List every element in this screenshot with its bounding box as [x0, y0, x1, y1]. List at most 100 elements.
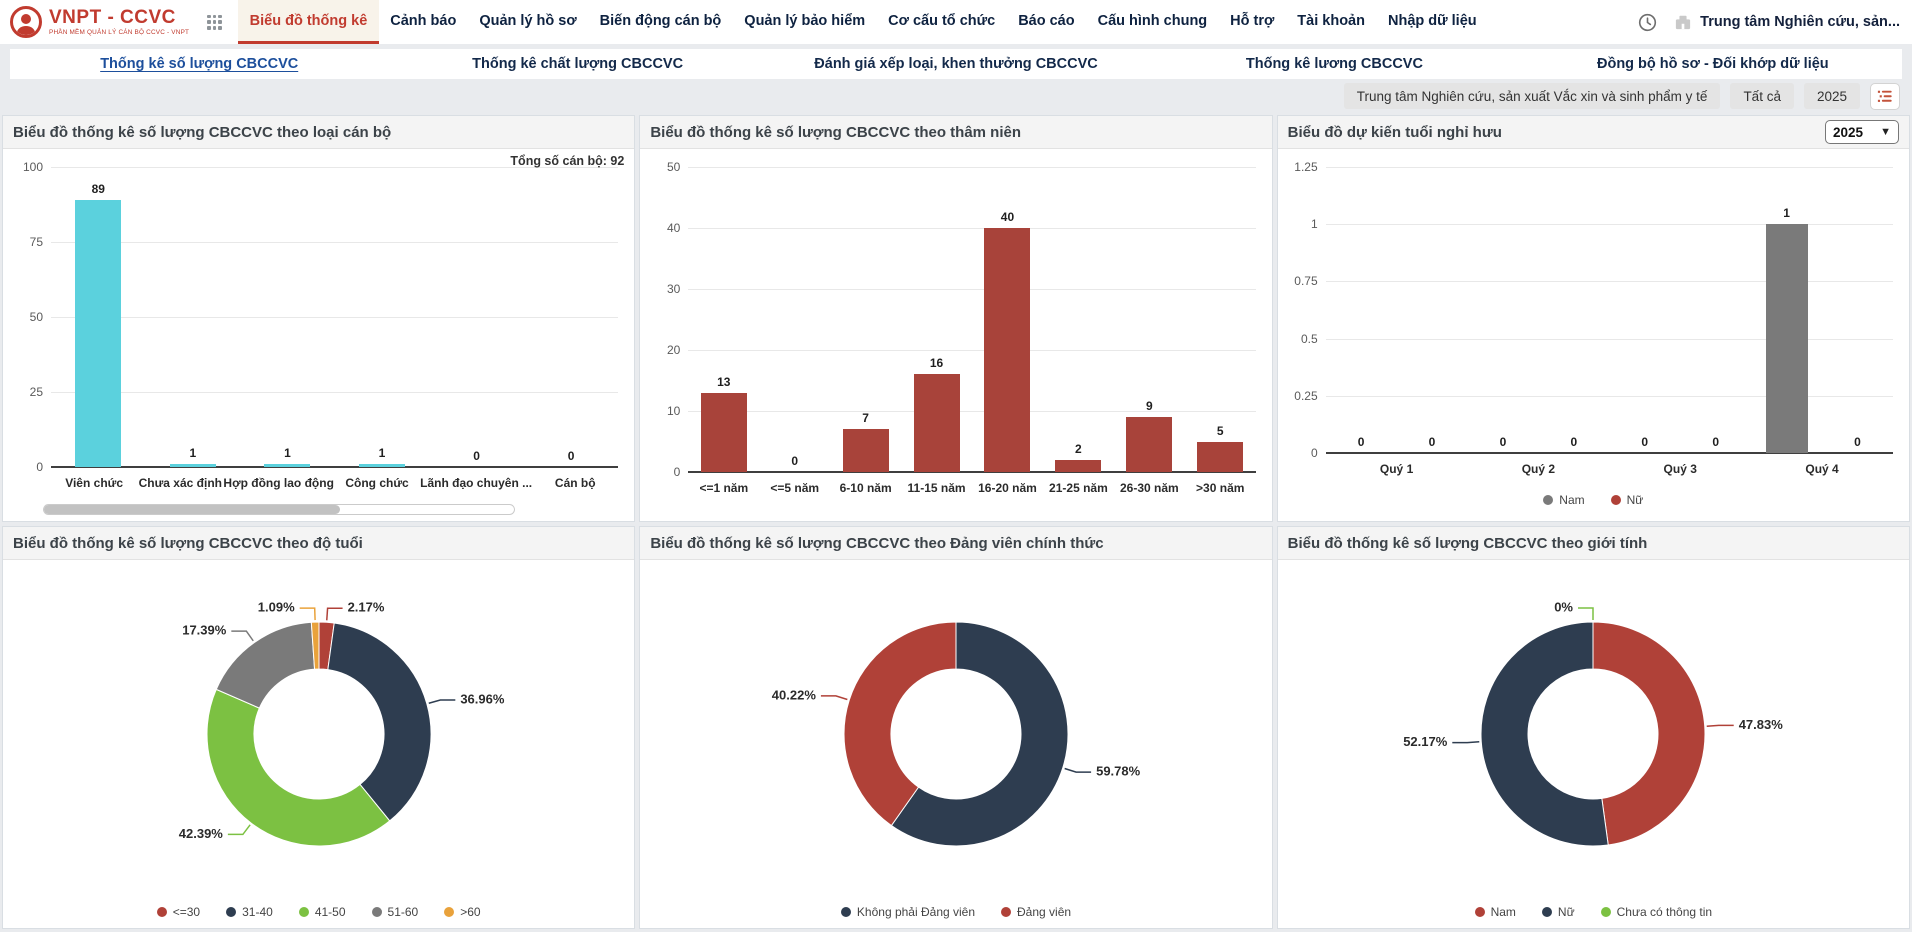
donut-slice->60[interactable] [310, 621, 320, 670]
subtab-thống-kê-lương-cbccvc[interactable]: Thống kê lương CBCCVC [1245, 56, 1423, 72]
gridline [51, 167, 619, 168]
donut-slice-Nữ[interactable] [1480, 621, 1610, 847]
legend-item-Chưa có thông tin[interactable]: Chưa có thông tin [1600, 905, 1712, 919]
y-axis-tick: 40 [666, 221, 681, 235]
legend-label: 41-50 [314, 905, 346, 919]
bar[interactable] [913, 374, 960, 472]
slice-percent-label: 1.09% [257, 600, 294, 615]
filter-settings-icon[interactable] [1870, 82, 1900, 110]
panel-header: Biểu đồ dự kiến tuổi nghỉ hưu 2025 ▼ [1277, 116, 1909, 149]
category-cell: 1 [146, 167, 241, 467]
bar-value-label: 0 [1712, 435, 1720, 449]
nav-item-cảnh-báo[interactable]: Cảnh báo [390, 12, 457, 29]
slice-percent-label: 52.17% [1404, 734, 1449, 749]
bar-cells: 89 1 1 1 0 0 [51, 167, 618, 467]
nav-item-báo-cáo[interactable]: Báo cáo [1018, 12, 1075, 29]
donut-slice-Đảng viên[interactable] [843, 621, 957, 827]
donut-slice-41-50[interactable] [206, 688, 391, 847]
x-axis-label: <=5 năm [770, 481, 820, 495]
plot-area: 0 0.25 0.5 0.75 1 1.25 0 0 0 0 0 0 1 0 [1294, 160, 1893, 460]
donut-slice-31-40[interactable] [326, 622, 432, 822]
legend-item->60[interactable]: >60 [444, 905, 481, 919]
nav-item-cơ-cấu-tổ-chức[interactable]: Cơ cấu tổ chức [888, 12, 996, 29]
panel-title: Biểu đồ thống kê số lượng CBCCVC theo lo… [13, 123, 392, 141]
donut-slice-51-60[interactable] [215, 621, 315, 709]
bar[interactable] [169, 464, 216, 467]
panel-header: Biểu đồ thống kê số lượng CBCCVC theo th… [640, 116, 1272, 149]
bar[interactable] [1126, 417, 1173, 472]
legend-item-Nam[interactable]: Nam [1474, 905, 1516, 919]
nav-item-cấu-hình-chung[interactable]: Cấu hình chung [1097, 12, 1208, 29]
legend-item-<=30[interactable]: <=30 [156, 905, 200, 919]
bar-slot: 2 [1043, 167, 1114, 472]
legend-item-41-50[interactable]: 41-50 [298, 905, 346, 919]
legend-label: Đảng viên [1017, 905, 1072, 919]
legend-item-51-60[interactable]: 51-60 [371, 905, 418, 919]
bar[interactable] [1055, 459, 1102, 472]
app-launcher-icon[interactable] [207, 14, 223, 30]
nav-item-biểu-đồ-thống-kê[interactable]: Biểu đồ thống kê [238, 0, 379, 44]
subtab-thống-kê-số-lượng-cbccvc[interactable]: Thống kê số lượng CBCCVC [100, 56, 299, 72]
scope-filter-button[interactable]: Tất cả [1730, 83, 1794, 109]
slice-percent-label: 42.39% [178, 826, 223, 841]
subtab-đánh-giá-xếp-loại,-khen-thưởng-cbccvc[interactable]: Đánh giá xếp loại, khen thưởng CBCCVC [814, 56, 1098, 72]
retirement-year-select[interactable]: 2025 ▼ [1824, 120, 1899, 144]
gridline [51, 392, 619, 393]
label-leader-line [1452, 741, 1480, 744]
donut-slice-Không phải Đảng viên[interactable] [890, 621, 1069, 847]
app-logo[interactable]: VNPT - CCVC PHẦN MỀM QUẢN LÝ CÁN BỘ CCVC… [10, 0, 203, 44]
nav-item-quản-lý-bảo-hiểm[interactable]: Quản lý bảo hiểm [744, 12, 866, 29]
legend-item-Nam[interactable]: Nam [1543, 493, 1585, 507]
bar[interactable] [1197, 441, 1244, 472]
total-count-label: Tổng số cán bộ: 92 [510, 154, 625, 168]
nav-item-biến-động-cán-bộ[interactable]: Biến động cán bộ [599, 12, 722, 29]
legend-item-Nữ[interactable]: Nữ [1610, 493, 1643, 507]
bar[interactable] [984, 228, 1031, 472]
nav-item-tài-khoản[interactable]: Tài khoản [1297, 12, 1365, 29]
panel-staff-by-type: Biểu đồ thống kê số lượng CBCCVC theo lo… [2, 115, 636, 522]
chart-body: 0 10 20 30 40 50 13 0 7 16 40 2 9 5 <=1 năm <=5 năm 6-10… [640, 149, 1271, 521]
scrollbar-thumb[interactable] [44, 505, 341, 514]
nav-item-nhập-dữ-liệu[interactable]: Nhập dữ liệu [1387, 12, 1477, 29]
legend-item-Không phải Đảng viên[interactable]: Không phải Đảng viên [840, 905, 975, 919]
label-leader-line [227, 824, 251, 836]
bar[interactable] [358, 464, 405, 467]
y-axis-tick: 0 [1310, 446, 1318, 460]
x-axis-label: Quý 1 [1379, 462, 1414, 476]
category-cell: 0 [759, 167, 830, 472]
panel-header: Biểu đồ thống kê số lượng CBCCVC theo Đả… [640, 527, 1272, 560]
label-leader-line [299, 607, 316, 621]
current-organization[interactable]: Trung tâm Nghiên cứu, sản... [1673, 12, 1900, 32]
category-cell: 5 [1185, 167, 1256, 472]
bar-slot: 0 [1467, 167, 1538, 453]
bar[interactable] [842, 429, 889, 472]
panel-title: Biểu đồ thống kê số lượng CBCCVC theo th… [650, 123, 1022, 141]
gridline [1325, 338, 1893, 340]
bar-value-label: 0 [1854, 435, 1861, 449]
clock-icon[interactable] [1637, 12, 1657, 32]
subtab-đồng-bộ-hồ-sơ---đối-khớp-dữ-liệu[interactable]: Đồng bộ hồ sơ - Đối khớp dữ liệu [1596, 56, 1829, 72]
nav-item-quản-lý-hồ-sơ[interactable]: Quản lý hồ sơ [479, 12, 577, 29]
bar[interactable] [75, 200, 122, 467]
bar[interactable] [1765, 224, 1808, 453]
donut-slice-Nam[interactable] [1592, 621, 1706, 846]
legend-item-31-40[interactable]: 31-40 [226, 905, 273, 919]
horizontal-scrollbar[interactable] [43, 504, 515, 515]
subtab-thống-kê-chất-lượng-cbccvc[interactable]: Thống kê chất lượng CBCCVC [472, 56, 684, 72]
bar[interactable] [700, 392, 747, 472]
chart-body: 0 25 50 75 100 89 1 1 1 0 0 Viên chức Chưa xác định H… [3, 149, 634, 521]
legend-dot [1610, 495, 1621, 505]
legend-item-Đảng viên[interactable]: Đảng viên [1001, 905, 1071, 919]
legend-item-Nữ[interactable]: Nữ [1541, 905, 1575, 919]
nav-item-hỗ-trợ[interactable]: Hỗ trợ [1230, 12, 1275, 29]
category-cell: 16 [901, 167, 972, 472]
year-filter-button[interactable]: 2025 [1803, 83, 1860, 109]
retirement-year-value: 2025 [1832, 124, 1864, 140]
category-cell: 13 [688, 167, 759, 472]
chart-body: 59.78% 40.22% Không phải Đảng viên Đảng viê… [640, 560, 1271, 928]
bar[interactable] [264, 464, 311, 467]
legend-label: Nam [1490, 905, 1516, 919]
unit-filter-button[interactable]: Trung tâm Nghiên cứu, sản xuất Vắc xin v… [1343, 83, 1721, 109]
legend-dot [1474, 907, 1485, 917]
bar-value-label: 16 [929, 356, 944, 371]
